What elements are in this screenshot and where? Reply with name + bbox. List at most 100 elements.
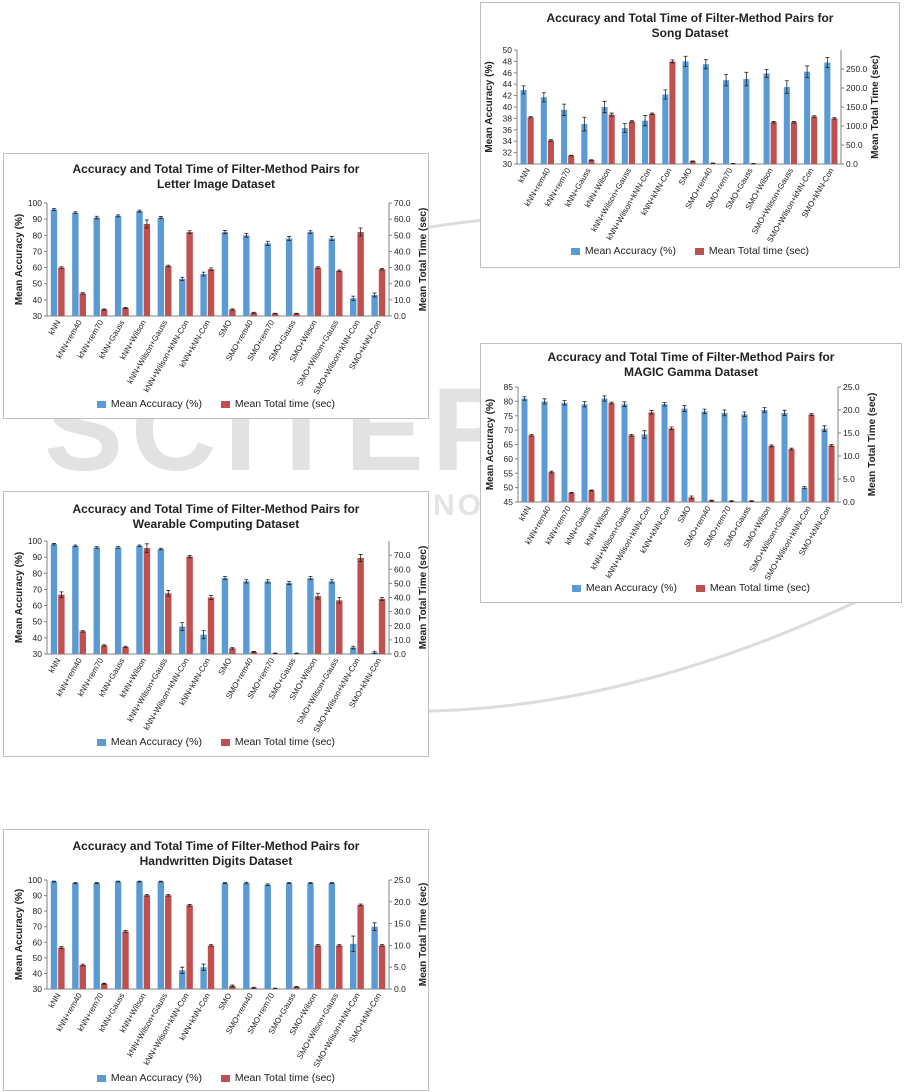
accuracy-bar bbox=[581, 124, 588, 164]
digits-chart-svg: 30 40 50 60 70 80 90 100 0.0 5.0 10.0 15.0 20.0 25.0 M… bbox=[14, 875, 428, 1069]
right-tick-label: 70.0 bbox=[394, 550, 411, 560]
left-tick-label: 80 bbox=[33, 906, 43, 916]
letter-title-line1: Accuracy and Total Time of Filter-Method… bbox=[72, 162, 360, 176]
right-tick-label: 15.0 bbox=[394, 919, 411, 929]
accuracy-error-bar bbox=[722, 409, 727, 417]
left-tick-label: 30 bbox=[33, 311, 43, 321]
accuracy-bar bbox=[642, 120, 649, 164]
legend-accuracy: Mean Accuracy (%) bbox=[96, 398, 202, 410]
accuracy-error-bar bbox=[94, 215, 99, 220]
time-error-bar bbox=[337, 944, 342, 947]
accuracy-bar bbox=[821, 428, 828, 502]
time-bar bbox=[58, 594, 65, 654]
accuracy-bar bbox=[179, 626, 186, 654]
magic-chart-svg: 45 50 55 60 65 70 75 80 85 0.0 5.0 10.0 15.0 20.0 25.0… bbox=[485, 382, 878, 582]
legend-time-swatch bbox=[695, 584, 705, 592]
time-error-bar bbox=[59, 266, 64, 269]
left-tick-label: 80 bbox=[504, 396, 514, 406]
time-bar bbox=[186, 905, 193, 989]
magic-chart-panel: Accuracy and Total Time of Filter-Method… bbox=[480, 343, 902, 603]
accuracy-bar bbox=[761, 410, 768, 502]
accuracy-bar bbox=[221, 578, 229, 654]
right-tick-label: 0.0 bbox=[843, 497, 855, 507]
accuracy-error-bar bbox=[94, 882, 99, 884]
accuracy-bar bbox=[157, 881, 165, 989]
time-bar bbox=[293, 986, 300, 989]
accuracy-error-bar bbox=[265, 579, 270, 584]
magic-chart-title: Accuracy and Total Time of Filter-Method… bbox=[481, 350, 901, 380]
time-error-bar bbox=[294, 985, 299, 988]
time-error-bar bbox=[569, 491, 574, 494]
time-error-bar bbox=[380, 597, 385, 601]
right-tick-label: 25.0 bbox=[394, 875, 411, 885]
legend-time-label: Mean Total time (sec) bbox=[234, 1072, 336, 1084]
legend-accuracy: Mean Accuracy (%) bbox=[571, 582, 677, 594]
category-label: kNN bbox=[517, 504, 533, 522]
accuracy-error-bar bbox=[602, 100, 607, 114]
accuracy-bar bbox=[179, 970, 186, 989]
time-error-bar bbox=[294, 312, 299, 315]
right-tick-label: 30.0 bbox=[394, 263, 411, 273]
accuracy-bar bbox=[804, 71, 811, 164]
left-tick-label: 70 bbox=[504, 425, 514, 435]
time-error-bar bbox=[315, 266, 320, 269]
letter-legend: Mean Accuracy (%) Mean Total time (sec) bbox=[4, 398, 428, 410]
accuracy-bar bbox=[350, 943, 357, 989]
accuracy-bar bbox=[520, 89, 527, 164]
left-tick-label: 70 bbox=[33, 246, 43, 256]
accuracy-error-bar bbox=[582, 401, 587, 408]
time-error-bar bbox=[315, 592, 320, 600]
accuracy-bar bbox=[72, 212, 79, 316]
time-error-bar bbox=[789, 447, 794, 451]
legend-time: Mean Total time (sec) bbox=[695, 582, 810, 594]
accuracy-bar bbox=[661, 404, 668, 502]
accuracy-error-bar bbox=[802, 486, 807, 490]
time-bar bbox=[229, 309, 236, 316]
accuracy-error-bar bbox=[265, 883, 270, 886]
time-error-bar bbox=[102, 308, 107, 311]
accuracy-error-bar bbox=[137, 209, 142, 213]
time-error-bar bbox=[187, 230, 192, 234]
accuracy-error-bar bbox=[158, 547, 163, 551]
time-bar bbox=[668, 428, 675, 502]
time-error-bar bbox=[548, 139, 553, 142]
time-error-bar bbox=[709, 499, 714, 502]
song-title-line1: Accuracy and Total Time of Filter-Method… bbox=[546, 11, 834, 25]
time-error-bar bbox=[166, 893, 171, 897]
right-tick-label: 20.0 bbox=[394, 279, 411, 289]
time-error-bar bbox=[769, 444, 774, 448]
right-tick-label: 60.0 bbox=[394, 214, 411, 224]
time-bar bbox=[229, 648, 236, 654]
accuracy-bar bbox=[264, 243, 271, 316]
left-tick-label: 100 bbox=[28, 536, 42, 546]
accuracy-error-bar bbox=[244, 579, 249, 584]
accuracy-error-bar bbox=[372, 922, 377, 932]
time-error-bar bbox=[337, 269, 342, 273]
left-tick-label: 48 bbox=[503, 56, 513, 66]
accuracy-bar bbox=[601, 107, 608, 164]
accuracy-bar bbox=[285, 883, 293, 989]
time-bar bbox=[548, 472, 555, 502]
accuracy-bar bbox=[93, 547, 100, 654]
legend-accuracy: Mean Accuracy (%) bbox=[96, 1072, 202, 1084]
accuracy-bar bbox=[350, 647, 357, 654]
category-label: SMO bbox=[677, 167, 694, 187]
song-legend: Mean Accuracy (%) Mean Total time (sec) bbox=[481, 245, 899, 257]
accuracy-bar bbox=[781, 412, 788, 502]
time-error-bar bbox=[650, 112, 655, 115]
time-bar bbox=[207, 945, 215, 989]
magic-legend: Mean Accuracy (%) Mean Total time (sec) bbox=[481, 582, 901, 594]
accuracy-error-bar bbox=[703, 59, 708, 70]
accuracy-bar bbox=[328, 883, 336, 989]
accuracy-bar bbox=[72, 883, 79, 989]
accuracy-error-bar bbox=[329, 579, 334, 584]
accuracy-bar bbox=[114, 881, 122, 989]
time-bar bbox=[378, 598, 386, 654]
time-error-bar bbox=[230, 308, 235, 311]
accuracy-error-bar bbox=[180, 622, 185, 631]
time-bar bbox=[79, 293, 86, 316]
time-bar bbox=[669, 61, 676, 164]
accuracy-bar bbox=[621, 404, 628, 502]
wearable-title-line2: Wearable Computing Dataset bbox=[132, 517, 300, 531]
accuracy-error-bar bbox=[805, 65, 810, 78]
